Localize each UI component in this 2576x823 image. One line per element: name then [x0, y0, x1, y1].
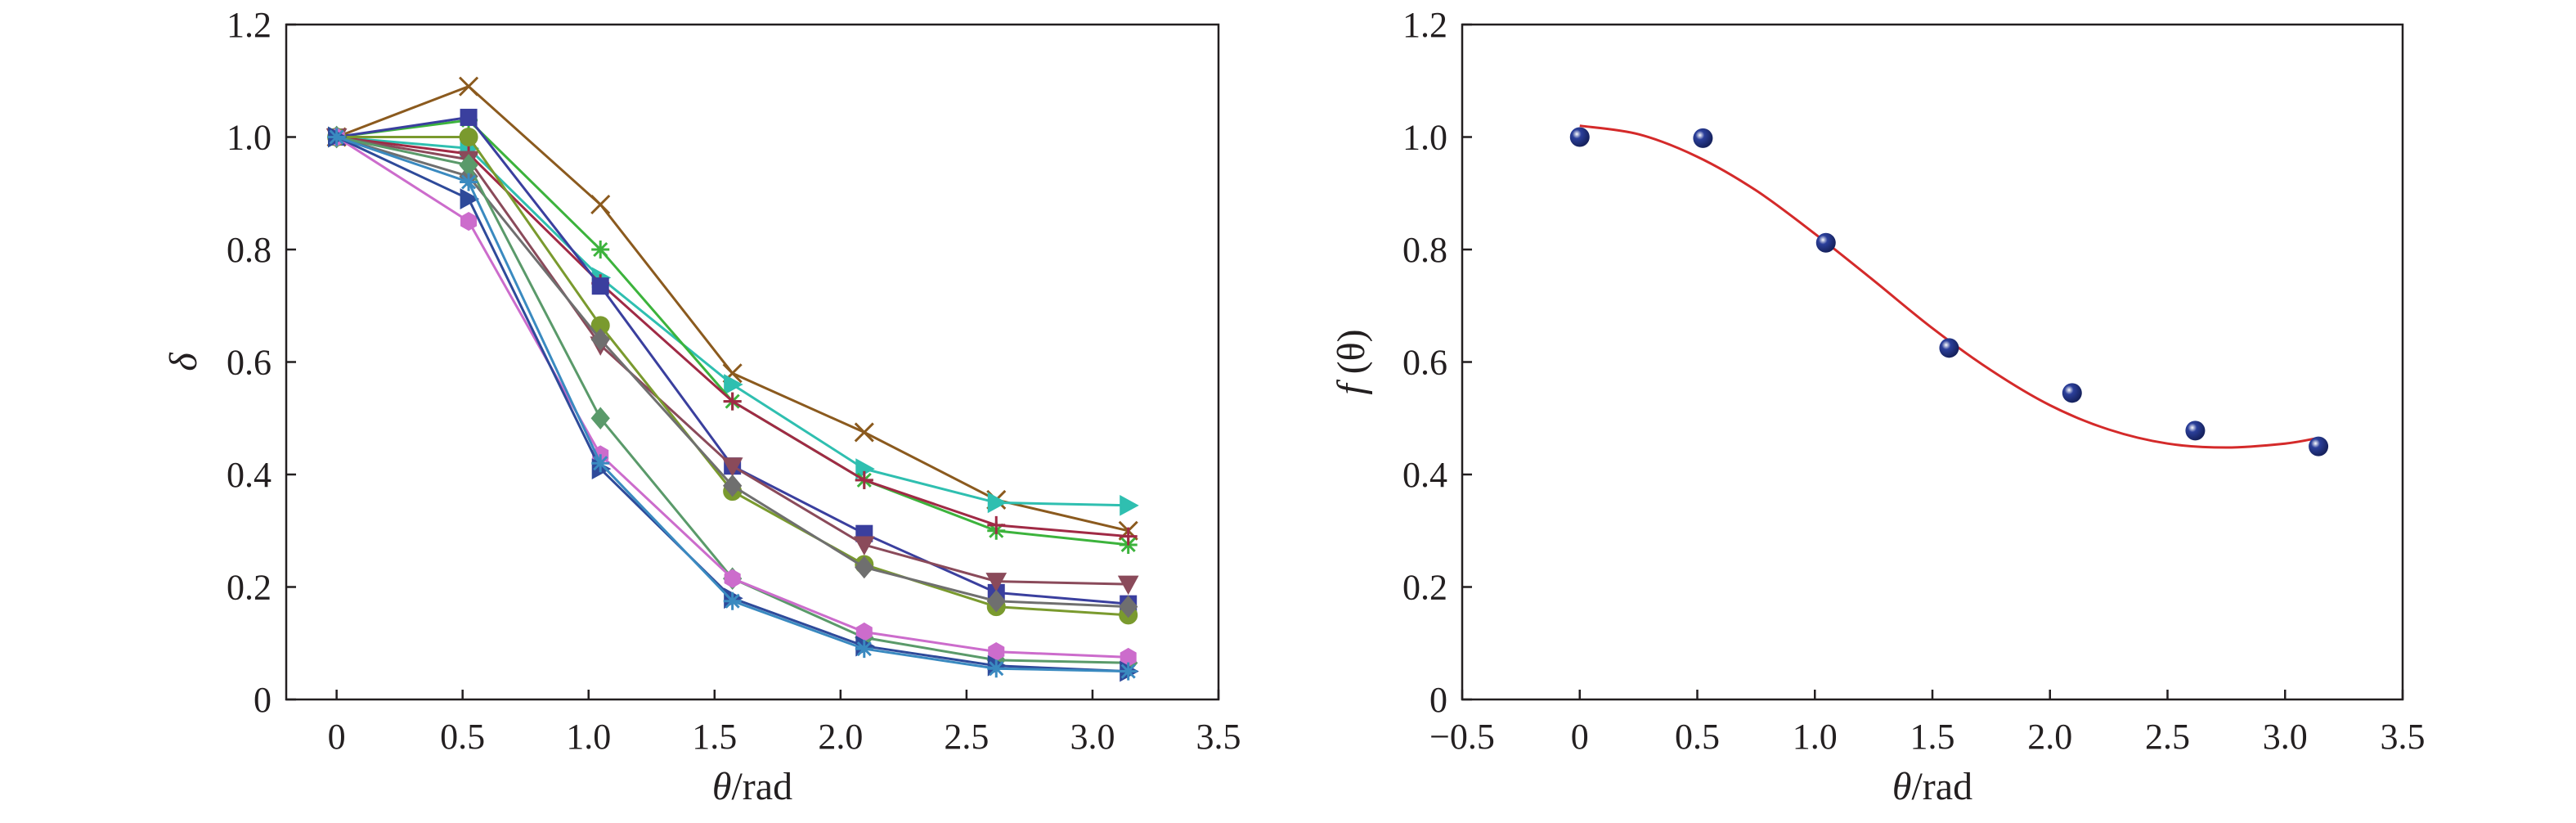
plus-marker — [1119, 527, 1138, 546]
y-tick-label: 0 — [1429, 680, 1447, 720]
triangle-down-marker — [853, 536, 875, 555]
diamond-marker — [590, 407, 610, 430]
x-axis-symbol: θ — [1892, 765, 1912, 808]
diamond-marker — [855, 555, 874, 579]
x-axis-unit: /rad — [731, 765, 792, 808]
series-line — [336, 136, 1129, 586]
y-axis-label: δ — [162, 353, 205, 371]
series-7 — [327, 128, 1138, 625]
y-tick-label: 0.2 — [227, 568, 272, 608]
plus-marker — [855, 470, 873, 489]
right-chart-panel: 00.20.40.60.81.01.2−0.5 0 0.5 1.0 1.5 2.0 2.5 3… — [1330, 5, 2426, 808]
x-tick-label: 3.0 — [2263, 717, 2308, 757]
diamond-marker — [1119, 595, 1138, 618]
data-point — [1693, 128, 1713, 148]
x-marker — [459, 76, 479, 97]
y-tick-label: 0.4 — [1402, 455, 1447, 495]
x-tick-label: 0 — [1571, 717, 1589, 757]
triangle-right-marker — [1120, 494, 1139, 516]
data-point — [1569, 127, 1590, 147]
triangle-right-marker — [460, 188, 480, 209]
data-point — [2309, 436, 2329, 456]
star-marker — [855, 640, 873, 659]
square-marker — [460, 108, 478, 126]
x-tick-label: 0.5 — [1675, 717, 1720, 757]
x-tick-label: 1.0 — [1793, 717, 1838, 757]
star-marker — [591, 241, 610, 259]
triangle-down-marker — [1117, 575, 1139, 596]
y-tick-label: 0.8 — [227, 230, 272, 270]
plus-marker — [987, 515, 1006, 534]
series-5 — [328, 108, 1138, 613]
x-axis-symbol: θ — [712, 765, 732, 808]
star-marker — [723, 591, 742, 610]
triangle-down-marker — [985, 573, 1008, 592]
y-tick-label: 0.6 — [227, 343, 272, 383]
x-axis-label: θ/rad — [1892, 765, 1972, 808]
series-line — [336, 136, 1129, 617]
x-tick-label: 1.0 — [566, 717, 611, 757]
fit-curve-line — [1579, 124, 2318, 449]
y-tick-label: 0.4 — [227, 455, 272, 495]
left-chart-panel: 0 0.2 0.4 0.6 0.8 1.0 1.2 0 0.5 1.0 1.5 2.0 2.5 3.0 3.… — [162, 5, 1241, 808]
diamond-marker — [986, 589, 1006, 613]
plot-frame — [1461, 23, 2404, 701]
y-axis-argument: (θ) — [1330, 329, 1373, 384]
x-marker — [590, 194, 611, 215]
data-point — [1815, 232, 1836, 253]
x-tick-label: 2.5 — [2145, 717, 2190, 757]
square-marker — [591, 277, 609, 295]
x-axis-unit: /rad — [1911, 765, 1972, 808]
x-marker — [854, 422, 874, 443]
triangle-right-marker — [987, 492, 1008, 514]
series-12 — [327, 128, 1138, 681]
x-tick-label: 0.5 — [440, 717, 485, 757]
data-point — [2185, 420, 2206, 441]
x-tick-label: 2.0 — [2027, 717, 2072, 757]
y-tick-label: 1.0 — [1402, 118, 1447, 158]
star-marker — [460, 173, 478, 191]
series-2 — [328, 126, 1139, 516]
x-tick-label: 3.5 — [2381, 717, 2426, 757]
hexagon-marker — [460, 212, 478, 232]
y-tick-label: 0 — [254, 680, 272, 720]
y-tick-label: 1.0 — [227, 118, 272, 158]
triangle-down-marker — [721, 457, 743, 477]
x-tick-label: −0.5 — [1429, 717, 1495, 757]
series-6 — [325, 128, 1139, 596]
diamond-marker — [590, 328, 610, 351]
x-tick-label: 0 — [328, 717, 346, 757]
x-axis-label: θ/rad — [712, 765, 792, 808]
x-tick-label: 3.5 — [1196, 717, 1241, 757]
data-point — [1939, 338, 1959, 358]
x-tick-label: 3.0 — [1070, 717, 1115, 757]
data-point — [2062, 383, 2082, 403]
x-tick-label: 1.5 — [1910, 717, 1955, 757]
triangle-right-marker — [724, 374, 743, 395]
y-tick-label: 0.6 — [1402, 343, 1447, 383]
plus-marker — [723, 392, 742, 411]
x-tick-label: 2.5 — [944, 717, 989, 757]
series-line — [336, 115, 1129, 605]
x-tick-label: 2.0 — [818, 717, 863, 757]
y-tick-label: 1.2 — [227, 5, 272, 45]
star-marker — [987, 659, 1006, 678]
diamond-marker — [723, 474, 743, 497]
star-marker — [1119, 662, 1138, 681]
y-tick-label: 1.2 — [1402, 5, 1447, 45]
y-tick-label: 0.2 — [1402, 568, 1447, 608]
y-tick-label: 0.8 — [1402, 230, 1447, 270]
star-marker — [591, 454, 610, 473]
circle-marker — [459, 128, 478, 146]
x-tick-label: 1.5 — [692, 717, 737, 757]
hexagon-marker — [724, 569, 741, 588]
star-marker — [327, 128, 346, 146]
y-axis-label: f (θ) — [1330, 329, 1373, 394]
